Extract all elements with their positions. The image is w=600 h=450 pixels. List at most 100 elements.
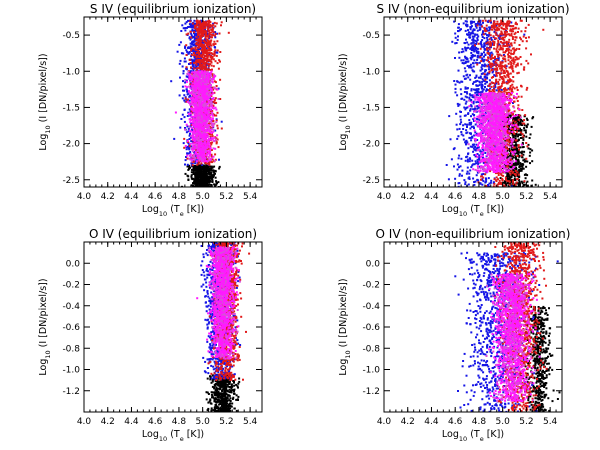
point-black (525, 135, 528, 138)
point-blue (476, 147, 479, 149)
point-black (193, 167, 196, 170)
point-blue (505, 65, 508, 68)
point-black (517, 153, 520, 156)
point-magenta (207, 94, 210, 97)
point-blue (173, 137, 176, 140)
point-blue (475, 61, 478, 64)
point-red (195, 20, 198, 23)
point-black (204, 178, 207, 180)
point-red (207, 65, 210, 68)
point-magenta (196, 132, 199, 135)
point-magenta (193, 80, 196, 82)
point-red (202, 33, 205, 36)
point-blue (495, 89, 498, 92)
point-red (219, 51, 222, 53)
point-magenta (204, 115, 207, 118)
point-red (214, 25, 217, 28)
point-blue (481, 153, 484, 156)
point-black (515, 126, 518, 129)
point-red (201, 63, 204, 66)
point-magenta (200, 151, 203, 153)
point-black (206, 165, 209, 167)
point-red (197, 29, 200, 32)
point-black (198, 176, 201, 179)
point-blue (197, 24, 200, 27)
point-black (195, 168, 198, 171)
point-black (202, 164, 205, 167)
point-black (204, 185, 206, 187)
point-magenta (199, 142, 202, 145)
point-blue (458, 174, 461, 177)
point-magenta (192, 144, 195, 147)
point-black (184, 172, 187, 175)
point-blue (473, 35, 476, 38)
point-red (203, 68, 206, 71)
point-magenta (198, 159, 201, 162)
point-magenta (193, 125, 196, 128)
point-blue (186, 125, 189, 128)
point-red (216, 62, 219, 65)
point-blue (455, 112, 458, 115)
point-blue (479, 75, 482, 78)
point-black (204, 175, 206, 178)
point-blue (501, 60, 504, 63)
point-blue (460, 131, 463, 133)
point-blue (190, 58, 193, 61)
point-black (207, 179, 210, 182)
point-red (211, 56, 214, 59)
point-magenta (195, 130, 198, 133)
point-magenta (216, 134, 219, 137)
point-magenta (196, 79, 199, 82)
point-magenta (207, 85, 210, 88)
point-magenta (210, 102, 213, 105)
point-black (510, 174, 513, 177)
point-black (514, 148, 517, 151)
point-magenta (196, 153, 199, 156)
point-red (205, 50, 208, 53)
point-magenta (201, 103, 203, 106)
point-red (209, 98, 212, 101)
point-magenta (193, 142, 196, 145)
point-blue (184, 46, 186, 49)
point-black (520, 129, 523, 132)
point-red (190, 66, 192, 69)
point-magenta (189, 142, 192, 145)
point-black (187, 179, 190, 181)
point-black (205, 164, 208, 167)
point-magenta (204, 147, 207, 150)
point-red (195, 61, 198, 64)
point-red (201, 53, 204, 56)
point-red (201, 34, 204, 37)
point-blue (476, 79, 479, 82)
point-red (199, 35, 202, 38)
point-blue (460, 133, 463, 136)
point-blue (482, 88, 485, 91)
point-black (526, 184, 529, 187)
point-magenta (211, 81, 214, 84)
point-magenta (202, 155, 205, 157)
point-blue (456, 168, 459, 171)
point-magenta (190, 115, 193, 118)
point-blue (191, 43, 194, 46)
point-red (211, 141, 214, 144)
point-black (517, 171, 520, 174)
point-blue (470, 58, 473, 61)
point-magenta (209, 150, 212, 153)
point-blue (186, 152, 189, 155)
point-blue (488, 79, 491, 82)
point-black (527, 143, 530, 146)
point-magenta (196, 135, 198, 138)
point-black (208, 176, 211, 179)
point-blue (185, 148, 188, 151)
point-blue (468, 160, 471, 163)
point-black (214, 176, 217, 179)
point-blue (193, 43, 196, 46)
point-blue (471, 159, 474, 162)
point-black (521, 136, 524, 139)
point-magenta (197, 70, 200, 73)
point-magenta (192, 129, 195, 132)
point-blue (465, 47, 468, 50)
point-red (191, 157, 194, 159)
point-black (516, 163, 519, 166)
point-magenta (198, 153, 201, 155)
